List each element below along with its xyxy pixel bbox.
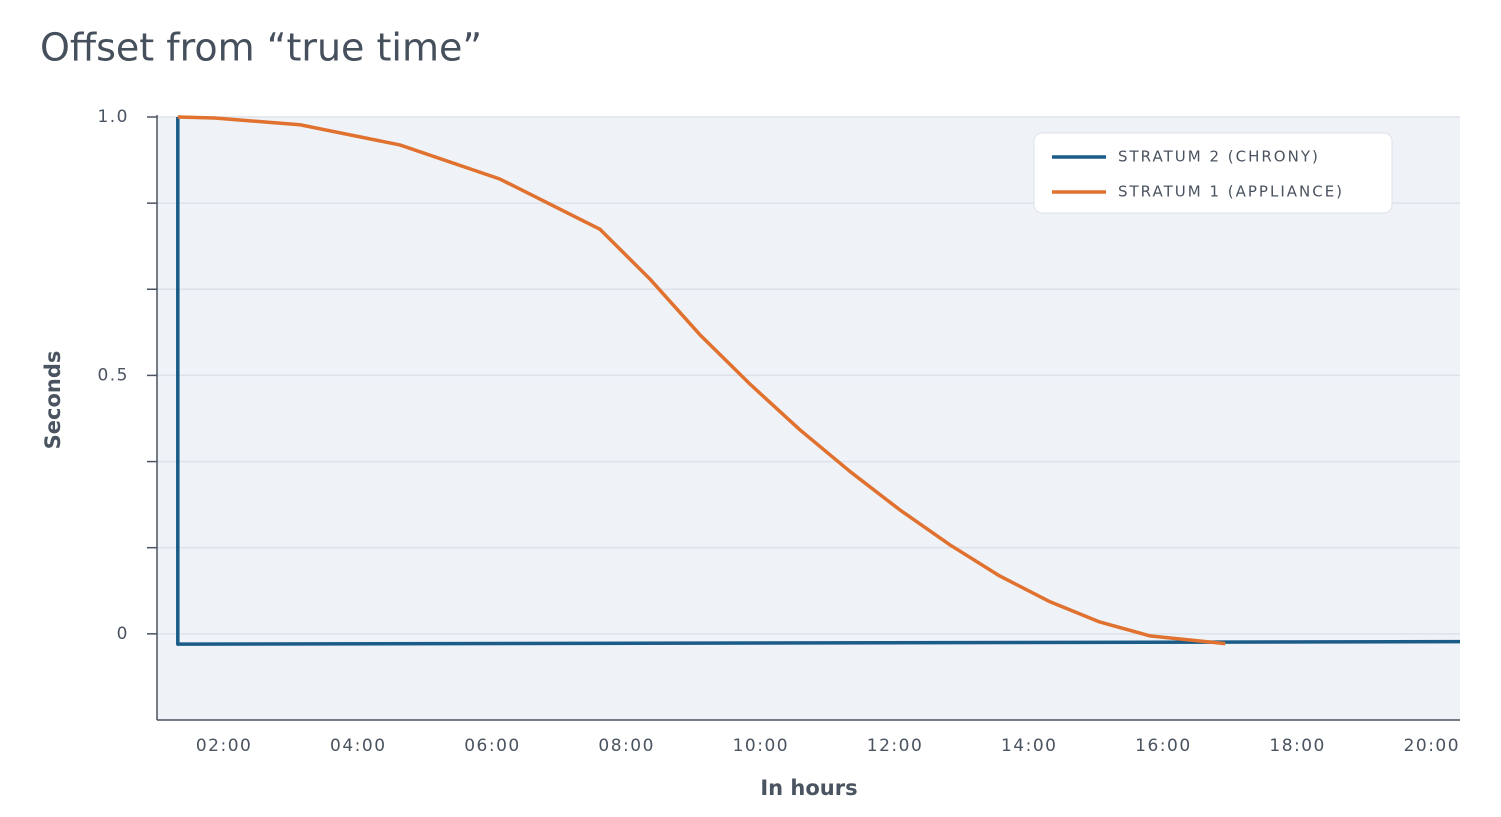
x-tick-label: 02:00 — [196, 736, 253, 756]
x-tick-label: 06:00 — [464, 736, 521, 756]
legend-box — [1033, 132, 1393, 214]
x-tick-label: 20:00 — [1404, 736, 1461, 756]
y-axis-label: Seconds — [41, 351, 65, 450]
y-tick-label: 0.5 — [97, 365, 129, 385]
legend-label: STRATUM 2 (CHRONY) — [1118, 148, 1320, 166]
x-axis-label: In hours — [760, 776, 857, 800]
x-tick-label: 14:00 — [1001, 736, 1058, 756]
x-tick-label: 18:00 — [1269, 736, 1326, 756]
x-tick-label: 16:00 — [1135, 736, 1192, 756]
x-tick-label: 10:00 — [733, 736, 790, 756]
y-tick-label: 0 — [117, 624, 129, 644]
legend-label: STRATUM 1 (APPLIANCE) — [1118, 183, 1344, 201]
x-tick-label: 08:00 — [598, 736, 655, 756]
y-tick-label: 1.0 — [97, 107, 129, 127]
x-tick-label: 12:00 — [867, 736, 924, 756]
series-line — [177, 115, 1226, 646]
plot-area — [157, 117, 1460, 720]
x-tick-label: 04:00 — [330, 736, 387, 756]
chart-title: Offset from “true time” — [40, 26, 482, 70]
series-line — [176, 117, 1461, 646]
